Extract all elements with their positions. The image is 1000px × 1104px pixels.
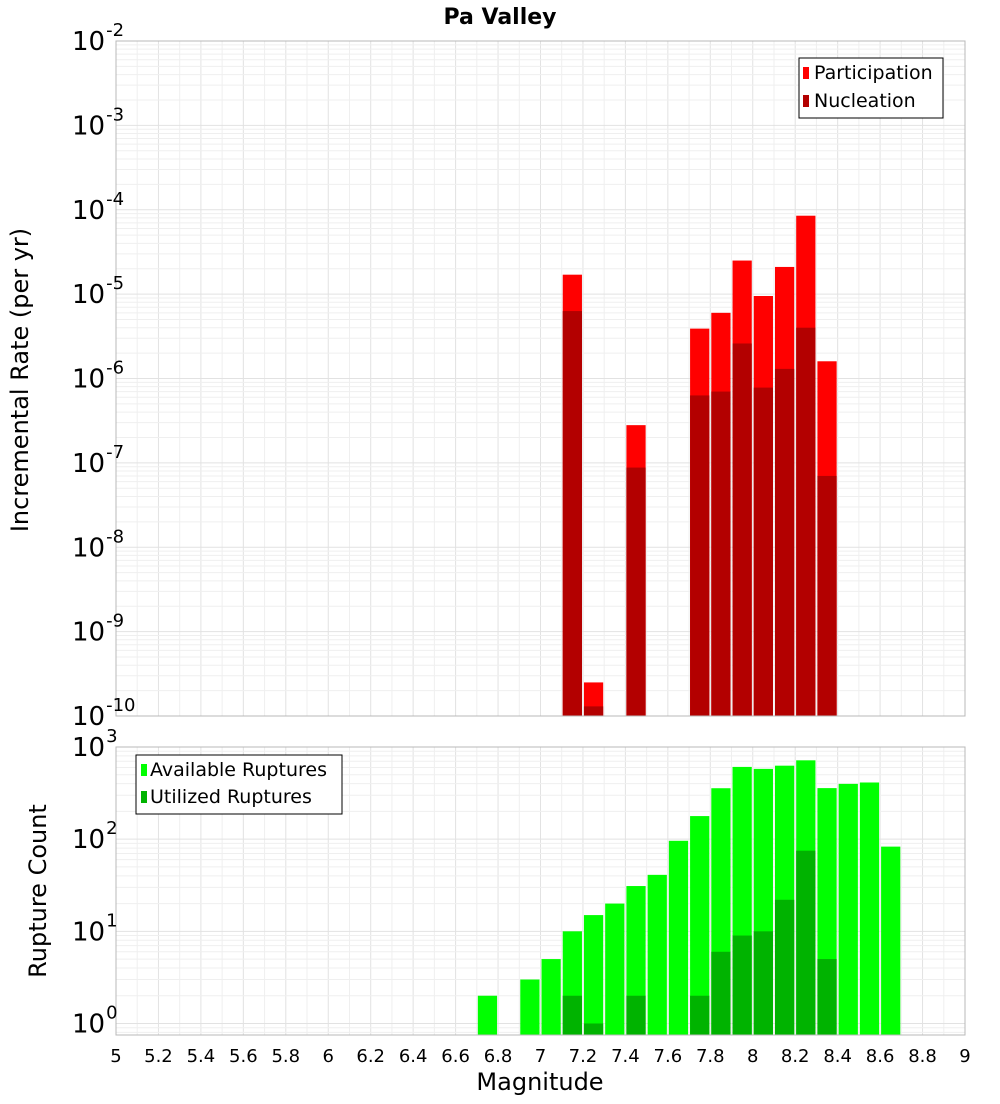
bar-available-ruptures — [605, 903, 625, 1035]
bar-nucleation — [753, 387, 773, 716]
bar-utilized-ruptures — [753, 931, 773, 1035]
bar-available-ruptures — [477, 995, 498, 1035]
bar-utilized-ruptures — [583, 1023, 604, 1035]
y-tick-label: 103 — [72, 726, 118, 763]
rate-legend: Participation Nucleation — [798, 57, 944, 119]
chart-title: Pa Valley — [443, 5, 556, 30]
rate-grid — [115, 40, 966, 717]
bar-available-ruptures — [541, 959, 561, 1035]
rate-y-axis-label: Incremental Rate (per yr) — [6, 228, 34, 532]
bar-available-ruptures — [690, 816, 710, 1035]
y-tick-label: 10-4 — [72, 189, 124, 226]
bar-available-ruptures — [668, 840, 689, 1035]
x-tick-label: 7.6 — [654, 1046, 683, 1067]
y-tick-label: 100 — [72, 1002, 118, 1039]
legend-label-available: Available Ruptures — [150, 759, 327, 781]
x-tick-label: 5.8 — [271, 1046, 300, 1067]
bar-utilized-ruptures — [562, 995, 582, 1035]
x-tick-label: 8.6 — [866, 1046, 895, 1067]
rate-bars — [562, 215, 837, 716]
y-tick-label: 10-9 — [72, 611, 124, 648]
y-tick-label: 10-10 — [72, 695, 136, 732]
bar-utilized-ruptures — [732, 935, 752, 1035]
bar-utilized-ruptures — [626, 995, 646, 1035]
bar-available-ruptures — [881, 846, 901, 1035]
y-tick-label: 10-3 — [72, 104, 124, 141]
bar-available-ruptures — [647, 874, 667, 1035]
bar-utilized-ruptures — [817, 959, 837, 1035]
y-tick-label: 102 — [72, 818, 118, 855]
legend-swatch-participation — [803, 67, 809, 79]
bar-available-ruptures — [583, 915, 604, 1035]
bar-nucleation — [711, 391, 731, 716]
x-tick-label: 6.6 — [441, 1046, 470, 1067]
bar-nucleation — [796, 327, 816, 716]
y-tick-label: 101 — [72, 910, 118, 947]
bar-utilized-ruptures — [796, 850, 816, 1035]
rate-legend-box — [798, 57, 944, 119]
legend-label-participation: Participation — [814, 62, 933, 84]
legend-label-utilized: Utilized Ruptures — [150, 786, 312, 808]
x-tick-label: 6.2 — [356, 1046, 385, 1067]
x-tick-label: 6 — [323, 1046, 334, 1067]
y-tick-label: 10-2 — [72, 20, 124, 57]
x-tick-label: 6.4 — [399, 1046, 428, 1067]
x-tick-label: 5.4 — [187, 1046, 216, 1067]
count-panel: 100 101 102 103 5 5.2 5.4 5.6 5.8 6 6.2 6.4 6.6 6.8 7… — [24, 726, 971, 1096]
x-tick-label: 7.4 — [611, 1046, 640, 1067]
bar-available-ruptures — [859, 782, 880, 1035]
count-legend-box — [135, 754, 343, 815]
rate-panel: 10-10 10-9 10-8 10-7 10-6 10-5 10-4 10-3 10-2 In… — [6, 20, 966, 732]
y-tick-label: 10-7 — [72, 442, 124, 479]
rate-y-tick-labels: 10-10 10-9 10-8 10-7 10-6 10-5 10-4 10-3 10-2 — [72, 20, 136, 732]
count-x-tick-labels: 5 5.2 5.4 5.6 5.8 6 6.2 6.4 6.6 6.8 7 7.2 7.4 7.6 7.8 8… — [110, 1046, 970, 1067]
y-tick-label: 10-8 — [72, 526, 124, 563]
legend-swatch-utilized — [141, 791, 147, 803]
bar-available-ruptures — [838, 783, 858, 1035]
rate-plot-border — [115, 40, 966, 717]
x-tick-label: 8 — [747, 1046, 758, 1067]
bar-nucleation — [583, 706, 604, 716]
x-tick-label: 8.4 — [823, 1046, 852, 1067]
count-y-tick-labels: 100 101 102 103 — [72, 726, 118, 1039]
x-tick-label: 5.2 — [144, 1046, 173, 1067]
x-tick-label: 7.2 — [569, 1046, 598, 1067]
count-plot-border — [115, 746, 966, 1036]
legend-label-nucleation: Nucleation — [814, 90, 916, 112]
bar-available-ruptures — [520, 979, 540, 1035]
count-bars — [477, 760, 901, 1035]
legend-swatch-available — [141, 764, 147, 776]
count-legend: Available Ruptures Utilized Ruptures — [135, 754, 343, 815]
x-tick-label: 6.8 — [484, 1046, 513, 1067]
x-tick-label: 9 — [959, 1046, 970, 1067]
x-tick-label: 8.8 — [908, 1046, 937, 1067]
x-axis-label: Magnitude — [476, 1068, 603, 1096]
bar-utilized-ruptures — [690, 995, 710, 1035]
bar-utilized-ruptures — [711, 951, 731, 1035]
y-tick-label: 10-5 — [72, 273, 124, 310]
bar-nucleation — [732, 343, 752, 716]
bar-nucleation — [817, 475, 837, 716]
x-tick-label: 7.8 — [696, 1046, 725, 1067]
legend-swatch-nucleation — [803, 95, 809, 107]
x-tick-label: 5.6 — [229, 1046, 258, 1067]
bar-nucleation — [774, 368, 795, 716]
x-tick-label: 8.2 — [781, 1046, 810, 1067]
bar-nucleation — [626, 467, 646, 716]
bar-nucleation — [562, 311, 582, 716]
count-y-axis-label: Rupture Count — [24, 804, 52, 978]
x-tick-label: 5 — [110, 1046, 121, 1067]
bar-utilized-ruptures — [774, 899, 795, 1035]
bar-nucleation — [690, 395, 710, 716]
y-tick-label: 10-6 — [72, 358, 124, 395]
x-tick-label: 7 — [535, 1046, 546, 1067]
